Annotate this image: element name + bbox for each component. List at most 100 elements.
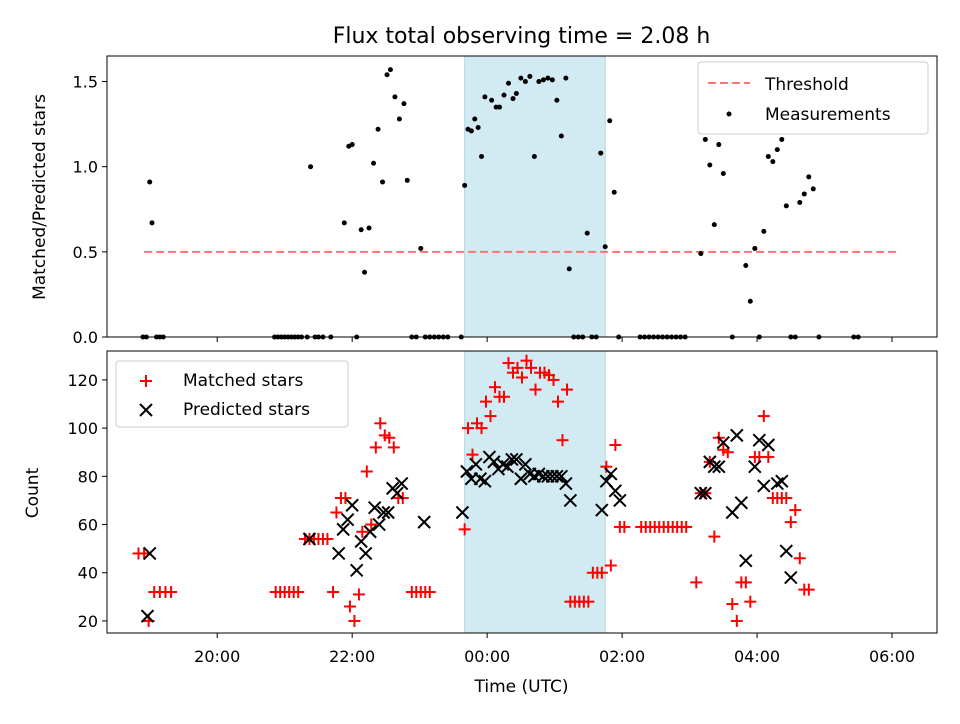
matched-star-point (343, 600, 356, 613)
measurement-point (489, 97, 495, 103)
bottom-y-tick-label: 60 (78, 516, 98, 535)
measurement-point (752, 245, 758, 251)
measurement-point (747, 298, 753, 304)
predicted-star-point (460, 464, 474, 479)
matched-star-point (292, 586, 305, 599)
measurement-point (531, 153, 537, 159)
measurement-point (598, 150, 604, 156)
predicted-star-point (376, 505, 391, 520)
matched-star-point (374, 417, 387, 430)
bottom-plot-frame (106, 350, 938, 634)
bottom-y-tick-label: 40 (78, 564, 98, 583)
bottom-highlight-span (464, 350, 606, 634)
measurement-point (584, 230, 590, 236)
matched-star-point (511, 361, 524, 374)
matched-star-point (762, 451, 775, 464)
measurement-point (468, 128, 474, 134)
measurement-point (698, 251, 704, 257)
matched-star-point (529, 383, 542, 396)
legend-top-frame (697, 61, 929, 135)
top-y-axis-label: Matched/Predicted stars (30, 94, 50, 300)
predicted-star-point (779, 544, 794, 558)
measurement-point (540, 77, 546, 83)
measurement-point (358, 227, 364, 233)
predicted-star-point (349, 563, 364, 578)
measurement-point (801, 191, 807, 197)
predicted-star-point (775, 474, 789, 488)
measurement-point (554, 97, 560, 103)
top-plot-frame (106, 55, 938, 338)
x-tick-label: 04:00 (734, 647, 780, 666)
measurement-point (475, 125, 481, 131)
matched-star-point (556, 434, 569, 447)
measurement-point (401, 101, 407, 107)
measurement-point (522, 79, 528, 85)
top-highlight-span (464, 55, 606, 338)
matched-star-point (744, 595, 757, 608)
predicted-star-point (716, 435, 731, 450)
bottom-y-axis-label: Count (23, 467, 43, 518)
matched-star-point (604, 559, 617, 572)
top-y-tick-label: 1.0 (73, 158, 98, 177)
matched-star-point (730, 614, 743, 627)
measurement-point (479, 153, 485, 159)
measurement-point (147, 179, 153, 185)
predicted-star-point (550, 469, 564, 484)
matched-star-point (618, 520, 631, 533)
measurement-point (536, 79, 542, 85)
measurement-point (720, 171, 726, 177)
matched-star-point (352, 588, 365, 601)
bottom-plot: 20 40 60 80 100 120 20:00 22:00 00:00 02:00 04:00 0… (67, 350, 938, 666)
measurement-point (806, 174, 812, 180)
measurement-point (783, 203, 789, 209)
predicted-star-point (694, 486, 708, 500)
measurement-point (497, 104, 503, 110)
measurement-point (774, 147, 780, 153)
predicted-star-point (143, 546, 157, 561)
legend-matched-label: Matched stars (183, 371, 303, 391)
predicted-star-point (500, 459, 515, 474)
matched-star-point (551, 395, 564, 408)
predicted-star-point (707, 459, 722, 474)
measurement-point (711, 222, 717, 228)
measurement-point (404, 177, 410, 183)
matched-star-point (708, 530, 721, 543)
predicted-star-point (455, 505, 470, 520)
predicted-star-point (604, 467, 618, 481)
matched-star-point (327, 586, 340, 599)
predicted-star-point (554, 469, 569, 484)
predicted-star-point (730, 428, 744, 443)
matched-star-point (321, 533, 334, 545)
predicted-star-point (363, 525, 377, 539)
bottom-y-tick-label: 120 (67, 371, 98, 390)
predicted-star-point (518, 457, 533, 471)
matched-star-point (739, 576, 752, 589)
predicted-star-point (698, 486, 713, 500)
matched-star-point (365, 518, 378, 531)
measurement-point (362, 269, 368, 275)
measurement-point (308, 164, 314, 170)
predicted-star-point (336, 522, 350, 537)
x-tick-label: 02:00 (599, 647, 645, 666)
matched-star-point (387, 441, 400, 454)
predicted-star-point (417, 515, 431, 529)
matched-star-point (356, 525, 369, 538)
matched-star-point (383, 431, 396, 444)
measurement-point (563, 75, 569, 81)
predicted-star-point (331, 546, 346, 561)
measurement-point (472, 116, 478, 122)
measurement-point (566, 266, 572, 272)
predicted-star-point (608, 484, 623, 498)
measurement-point (607, 118, 613, 124)
matched-star-point (802, 583, 815, 596)
matched-star-point (780, 492, 793, 505)
predicted-star-point (478, 474, 492, 488)
predicted-star-point (613, 493, 627, 508)
predicted-star-point (559, 476, 573, 491)
predicted-star-point (358, 546, 373, 561)
predicted-star-point (563, 493, 578, 508)
matched-star-point (789, 504, 802, 517)
top-y-tick-label: 0.5 (73, 243, 98, 262)
matched-star-point (480, 395, 493, 408)
measurement-point (527, 73, 533, 79)
